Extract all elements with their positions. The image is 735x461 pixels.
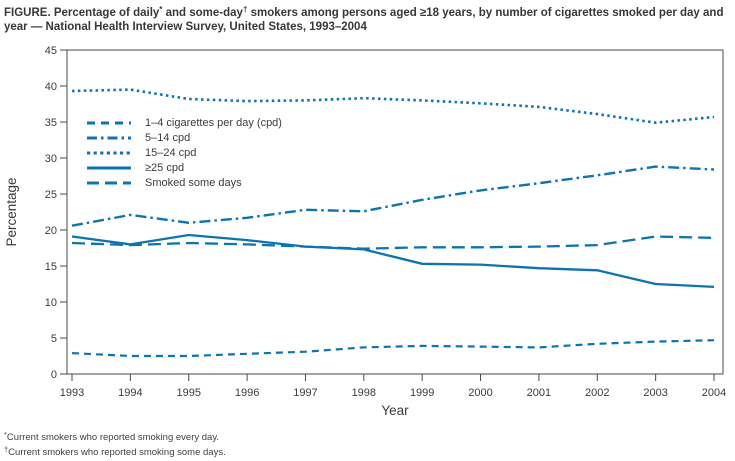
legend-label: 15–24 cpd bbox=[145, 146, 197, 159]
x-tick-label: 1999 bbox=[410, 387, 434, 399]
x-tick-label: 1996 bbox=[235, 387, 259, 399]
title-text: smokers among persons aged ≥18 years, by… bbox=[4, 7, 724, 33]
x-tick-label: 2000 bbox=[468, 387, 492, 399]
series-line-5 bbox=[71, 235, 715, 250]
x-tick-label: 2004 bbox=[702, 387, 726, 399]
y-tick-label: 20 bbox=[45, 225, 57, 237]
legend-label: 1–4 cigarettes per day (cpd) bbox=[145, 117, 282, 130]
footnote-text: Current smokers who reported smoking eve… bbox=[6, 432, 219, 443]
series-line-1 bbox=[71, 339, 715, 358]
y-tick-label: 40 bbox=[45, 81, 57, 93]
solid-line-icon bbox=[87, 166, 131, 170]
x-tick-label: 1997 bbox=[293, 387, 317, 399]
x-tick-label: 2003 bbox=[643, 387, 667, 399]
y-axis: 0 5 10 15 20 25 30 35 40 45 bbox=[45, 45, 67, 381]
series-line-3 bbox=[71, 88, 715, 125]
footnote-every-day: *Current smokers who reported smoking ev… bbox=[4, 429, 226, 444]
y-tick-label: 0 bbox=[51, 369, 57, 381]
legend-item-5-14-cpd: 5–14 cpd bbox=[86, 131, 282, 146]
asterisk-marker: * bbox=[4, 430, 7, 439]
y-tick-label: 10 bbox=[45, 297, 57, 309]
x-tick-label: 1995 bbox=[176, 387, 200, 399]
legend-label: Smoked some days bbox=[145, 176, 242, 189]
plot-border bbox=[66, 49, 724, 375]
y-tick-label: 25 bbox=[45, 189, 57, 201]
x-axis-title: Year bbox=[381, 403, 409, 418]
title-text: and some-day bbox=[162, 7, 243, 19]
longdash-line-icon bbox=[87, 181, 131, 185]
figure-title: FIGURE. Percentage of daily* and some-da… bbox=[4, 3, 733, 34]
x-tick-label: 1993 bbox=[60, 387, 84, 399]
footnotes: *Current smokers who reported smoking ev… bbox=[4, 429, 226, 458]
series-line-4 bbox=[71, 233, 715, 289]
someday-dagger-marker: † bbox=[242, 5, 248, 14]
legend-item-15-24-cpd: 15–24 cpd bbox=[86, 146, 282, 161]
y-tick-label: 45 bbox=[45, 45, 57, 57]
legend-label: 5–14 cpd bbox=[145, 132, 191, 145]
series-line-2 bbox=[71, 165, 715, 227]
y-tick-label: 35 bbox=[45, 117, 57, 129]
daily-asterisk-marker: * bbox=[159, 5, 163, 14]
footnote-some-days: †Current smokers who reported smoking so… bbox=[4, 444, 226, 459]
y-tick-label: 30 bbox=[45, 153, 57, 165]
dagger-marker: † bbox=[4, 444, 9, 454]
title-text: FIGURE. Percentage of daily bbox=[4, 7, 160, 19]
x-tick-label: 2001 bbox=[527, 387, 551, 399]
dashdot-line-icon bbox=[87, 136, 131, 140]
x-axis: 1993 1994 1995 1996 1997 1998 1999 2000 2001 2002… bbox=[60, 374, 726, 399]
legend-item-smoked-some-days: Smoked some days bbox=[86, 175, 282, 190]
legend-item-1-4-cpd: 1–4 cigarettes per day (cpd) bbox=[86, 116, 282, 131]
legend-label: ≥25 cpd bbox=[145, 161, 185, 174]
x-tick-label: 1994 bbox=[118, 387, 142, 399]
dashed-line-icon bbox=[87, 121, 131, 125]
y-tick-label: 15 bbox=[45, 261, 57, 273]
y-axis-title: Percentage bbox=[4, 177, 19, 246]
y-tick-label: 5 bbox=[51, 333, 57, 345]
footnote-text: Current smokers who reported smoking som… bbox=[8, 446, 226, 458]
chart-legend: 1–4 cigarettes per day (cpd) 5–14 cpd 15… bbox=[86, 116, 282, 190]
x-tick-label: 2002 bbox=[585, 387, 609, 399]
legend-item-25plus-cpd: ≥25 cpd bbox=[86, 160, 282, 175]
dotted-line-icon bbox=[87, 151, 131, 155]
x-tick-label: 1998 bbox=[352, 387, 376, 399]
